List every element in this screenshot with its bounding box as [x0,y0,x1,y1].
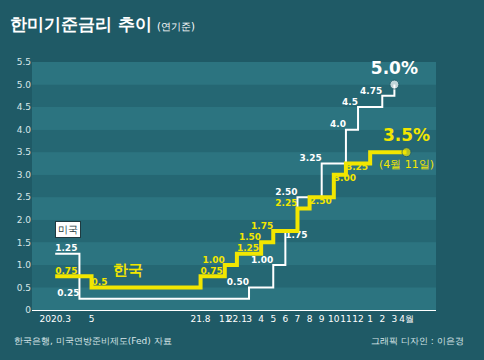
svg-text:4.0: 4.0 [330,119,346,129]
svg-text:1: 1 [367,314,373,324]
svg-text:3.25: 3.25 [346,162,368,172]
svg-text:2.50: 2.50 [275,187,297,197]
svg-text:0.75: 0.75 [55,266,77,276]
svg-text:5.0%: 5.0% [371,58,418,78]
svg-text:1.25: 1.25 [55,243,77,253]
svg-text:11: 11 [219,314,230,324]
svg-text:4.5: 4.5 [342,97,358,107]
svg-text:(4월 11일): (4월 11일) [379,158,434,171]
svg-text:0.5: 0.5 [92,277,108,287]
svg-text:1.50: 1.50 [239,232,261,242]
svg-text:21.8: 21.8 [191,314,211,324]
svg-text:미국: 미국 [58,224,78,235]
svg-text:2.25: 2.25 [275,198,297,208]
svg-text:1.00: 1.00 [251,255,273,265]
svg-text:3.25: 3.25 [299,153,321,163]
svg-text:2.5: 2.5 [17,192,31,202]
svg-text:5: 5 [89,314,95,324]
svg-text:1.25: 1.25 [237,243,259,253]
svg-text:5.5: 5.5 [17,57,31,67]
svg-text:2.50: 2.50 [310,196,332,206]
svg-text:한국: 한국 [113,261,143,279]
svg-text:1.0: 1.0 [17,260,32,270]
svg-text:6: 6 [282,314,288,324]
svg-text:12: 12 [352,314,363,324]
svg-text:3: 3 [392,314,398,324]
svg-text:1.75: 1.75 [251,221,273,231]
svg-text:4월: 4월 [399,314,414,324]
svg-text:7: 7 [295,314,301,324]
svg-text:3.00: 3.00 [334,173,356,183]
svg-text:0.5: 0.5 [17,283,31,293]
svg-text:4: 4 [258,314,264,324]
svg-text:0.75: 0.75 [201,266,223,276]
svg-text:8: 8 [307,314,313,324]
svg-text:3.5: 3.5 [17,147,31,157]
svg-text:22.1: 22.1 [227,314,247,324]
svg-text:2.0: 2.0 [17,215,32,225]
svg-text:1.00: 1.00 [203,255,225,265]
svg-text:4.75: 4.75 [360,86,382,96]
svg-text:한국은행, 미국연방준비제도(Fed) 자료: 한국은행, 미국연방준비제도(Fed) 자료 [14,336,172,346]
svg-text:한미기준금리 추이 (연기준): 한미기준금리 추이 (연기준) [10,14,195,34]
svg-text:3.5%: 3.5% [383,125,430,145]
svg-text:1.5: 1.5 [17,238,31,248]
svg-text:11: 11 [340,314,351,324]
svg-text:3.0: 3.0 [17,170,32,180]
svg-text:0: 0 [25,305,31,315]
svg-text:2: 2 [379,314,385,324]
svg-text:3: 3 [246,314,252,324]
svg-text:4.0: 4.0 [17,125,32,135]
svg-text:5.0: 5.0 [17,80,32,90]
svg-text:10: 10 [328,314,340,324]
svg-text:0.25: 0.25 [57,288,79,298]
svg-text:그래픽 디자인 : 이은경: 그래픽 디자인 : 이은경 [371,336,464,346]
svg-text:5: 5 [270,314,276,324]
svg-text:4.5: 4.5 [17,102,31,112]
svg-text:1.75: 1.75 [285,230,307,240]
svg-text:9: 9 [319,314,325,324]
svg-text:0.50: 0.50 [227,277,249,287]
svg-text:2020.3: 2020.3 [39,314,70,324]
